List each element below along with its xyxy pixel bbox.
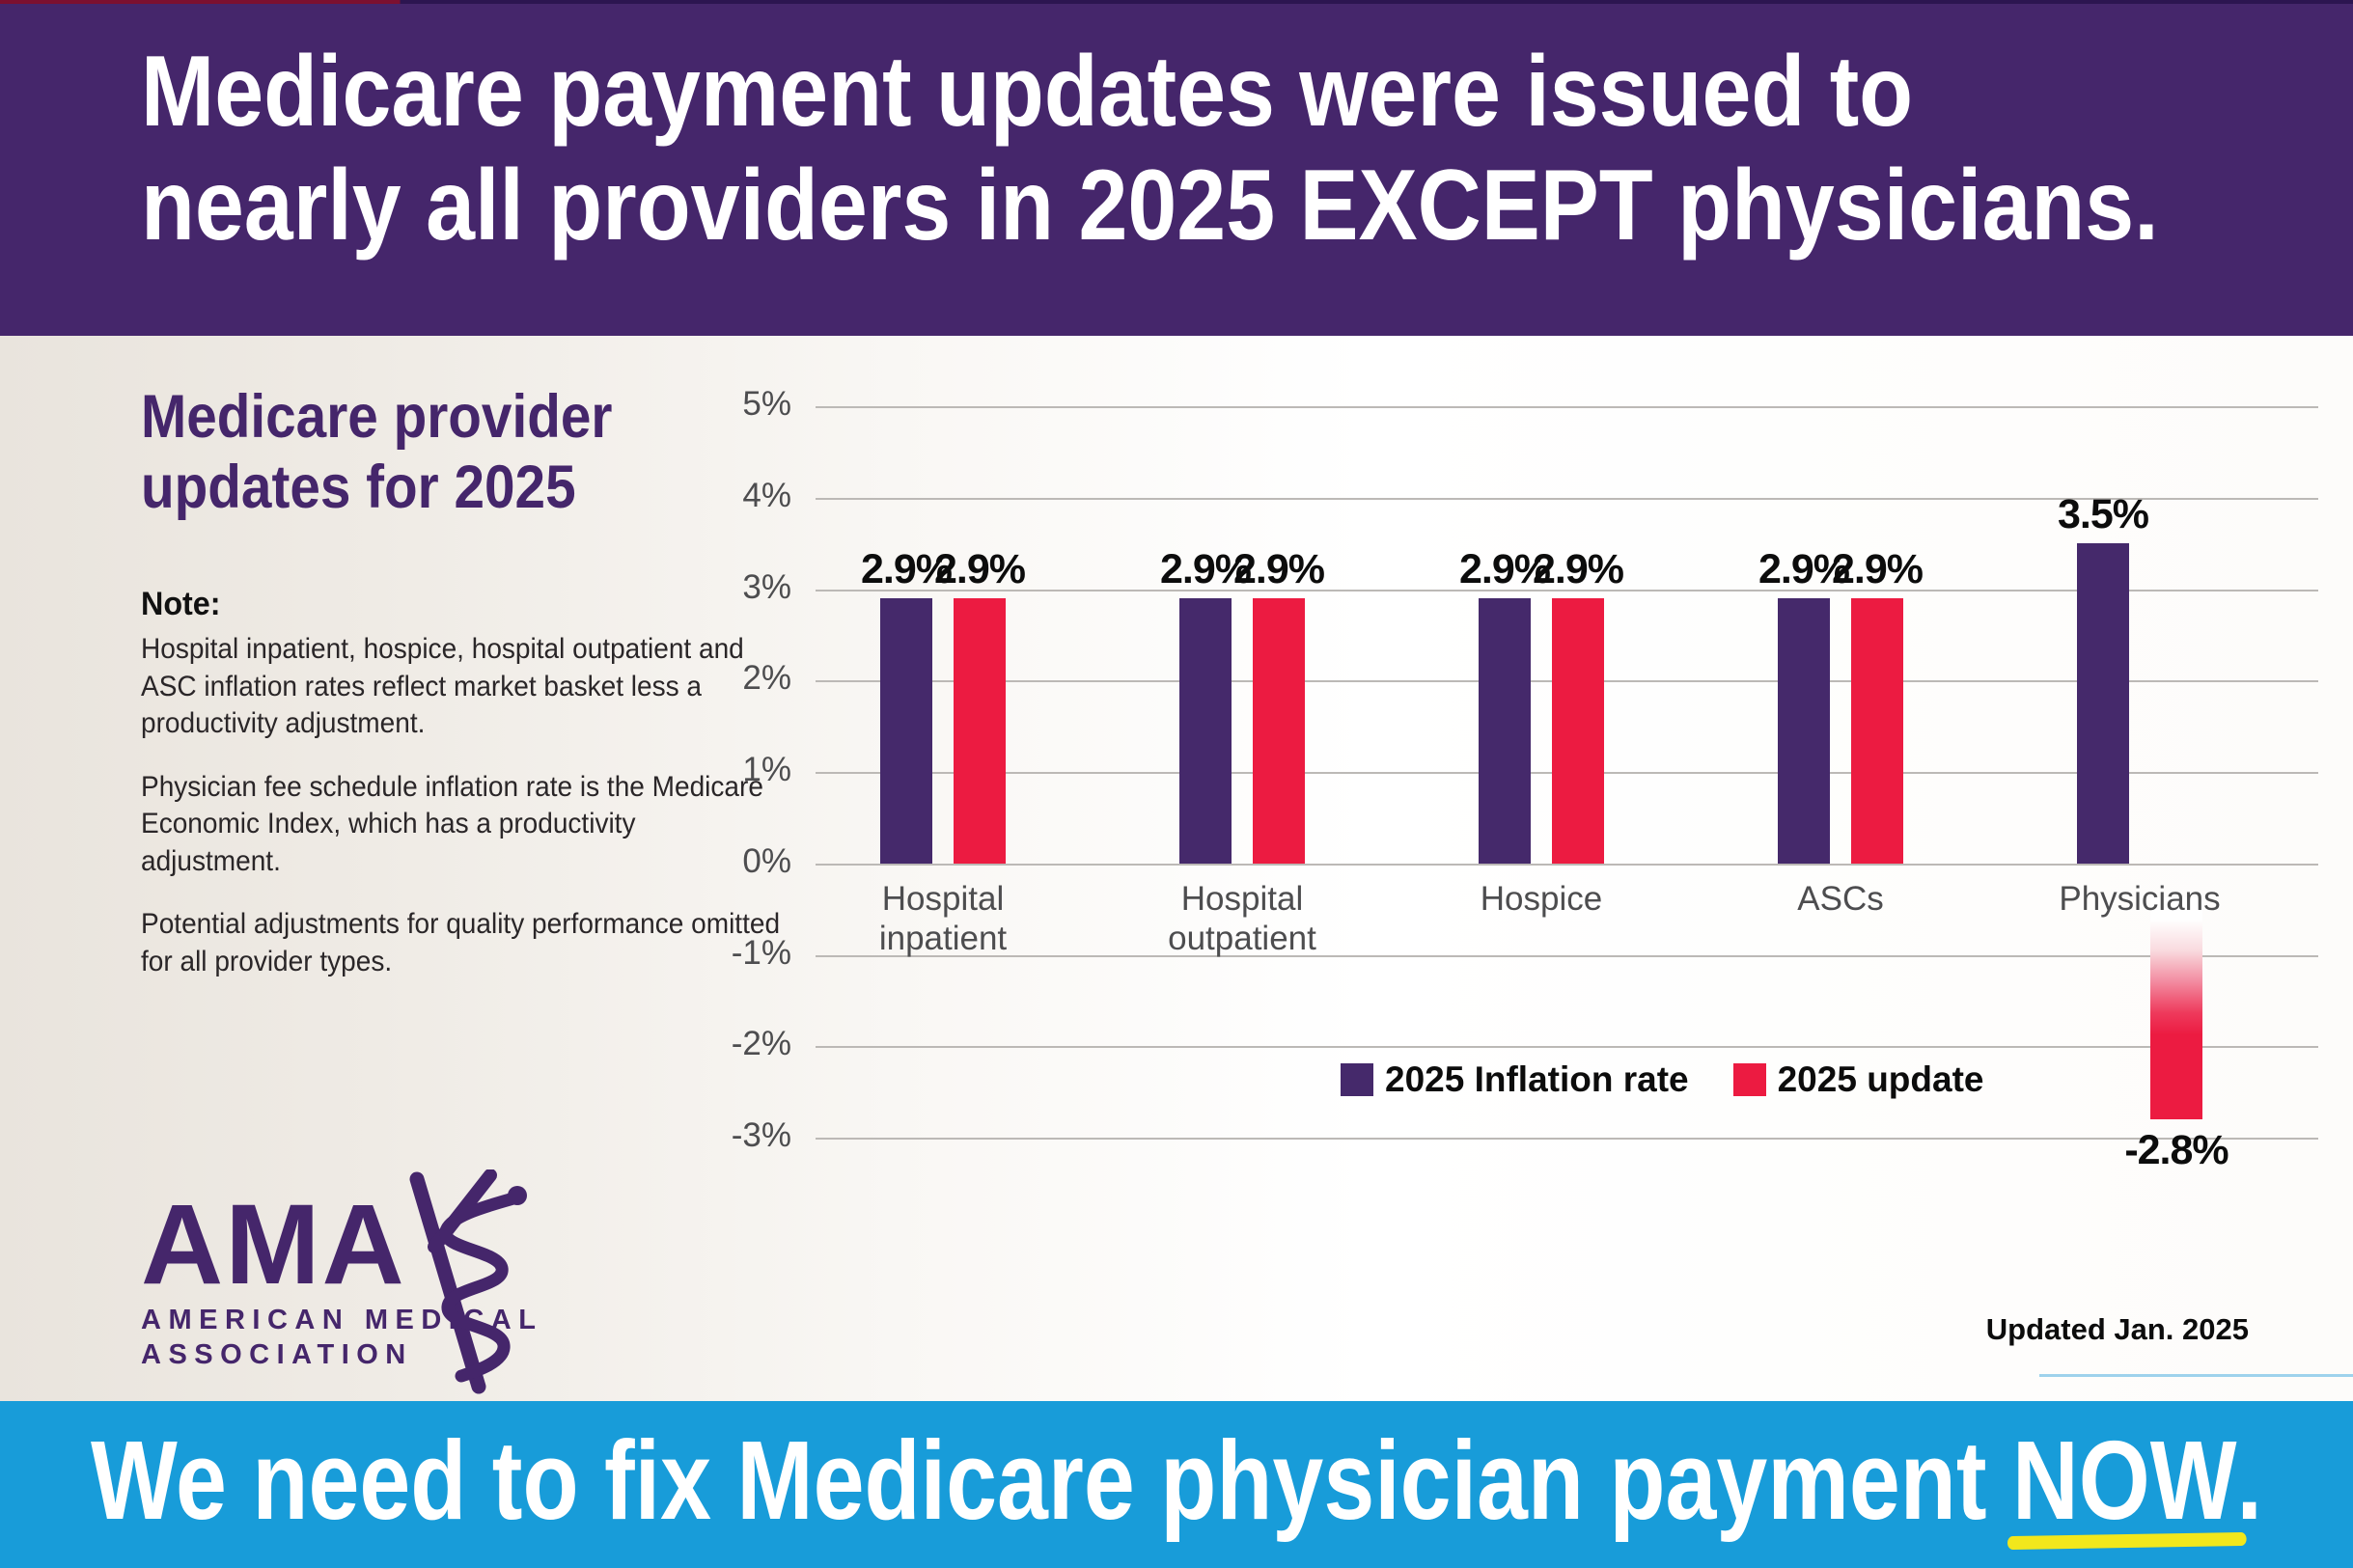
bar-inflation-rate	[2077, 543, 2129, 864]
legend-label-inflation: 2025 Inflation rate	[1385, 1059, 1689, 1099]
gridline	[816, 406, 2318, 408]
bar-chart: Hospital inpatient 2.9% 2.9% Hospital outpa…	[731, 385, 2318, 1173]
top-accent-strip	[0, 0, 2353, 4]
gridline	[816, 954, 2318, 957]
x-axis-category-label: Physicians	[2059, 879, 2221, 918]
chart-title-line1: Medicare provider	[141, 383, 613, 451]
y-axis-label: 3%	[742, 567, 791, 606]
bar-value-label: 2.9%	[933, 545, 1026, 592]
bar-value-label: 2.9%	[1458, 545, 1551, 592]
header-banner: Medicare payment updates were issued to …	[0, 0, 2353, 336]
footer-text-suffix: .	[2236, 1417, 2262, 1543]
bar-value-label: -2.8%	[2124, 1127, 2228, 1174]
ama-logo-line2: ASSOCIATION	[141, 1339, 413, 1370]
bar-value-label: 2.9%	[1232, 545, 1325, 592]
y-axis-label: 5%	[742, 385, 791, 423]
y-axis-label: -3%	[731, 1116, 791, 1154]
chart-legend: 2025 Inflation rate 2025 update	[1341, 1059, 1983, 1100]
chart-title: Medicare provider updates for 2025	[141, 382, 612, 523]
gridline	[816, 863, 2318, 866]
bar-value-label: 3.5%	[2057, 491, 2149, 538]
bar-value-label: 2.9%	[1758, 545, 1850, 592]
legend-item-update: 2025 update	[1732, 1059, 1984, 1100]
bar-update	[1253, 597, 1305, 864]
bar-update	[954, 597, 1006, 864]
bar-value-label: 2.9%	[1831, 545, 1924, 592]
note-paragraph: Hospital inpatient, hospice, hospital ou…	[141, 633, 744, 739]
note-paragraph: Potential adjustments for quality perfor…	[141, 908, 781, 977]
chart-title-line2: updates for 2025	[141, 454, 576, 521]
headline-line1: Medicare payment updates were issued to	[141, 36, 1914, 148]
y-axis-label: -1%	[731, 933, 791, 972]
y-axis-label: 2%	[742, 659, 791, 698]
bar-update	[1851, 597, 1903, 864]
legend-swatch-inflation-icon	[1341, 1063, 1373, 1096]
now-underline-highlight	[2007, 1531, 2247, 1551]
legend-label-update: 2025 update	[1777, 1059, 1984, 1099]
note-block: Note: Hospital inpatient, hospice, hospi…	[141, 583, 783, 1006]
x-axis-category-label: Hospice	[1480, 879, 1603, 918]
gridline	[816, 589, 2318, 591]
bar-inflation-rate	[880, 597, 932, 864]
updated-rule	[2039, 1374, 2353, 1377]
bar-update	[1552, 597, 1604, 864]
y-axis-label: 0%	[742, 841, 791, 880]
y-axis-label: -2%	[731, 1025, 791, 1063]
headline-line2: nearly all providers in 2025 EXCEPT phys…	[141, 150, 2159, 261]
updated-date: Updated Jan. 2025	[1985, 1312, 2249, 1346]
bar-value-label: 2.9%	[860, 545, 953, 592]
x-axis-category-label: Hospital inpatient	[878, 879, 1008, 957]
gridline	[816, 497, 2318, 500]
legend-item-inflation-rate: 2025 Inflation rate	[1341, 1059, 1689, 1100]
footer-text-prefix: We need to fix Medicare physician paymen…	[91, 1417, 2013, 1543]
x-axis-category-label: Hospital outpatient	[1168, 879, 1316, 957]
footer-banner: We need to fix Medicare physician paymen…	[0, 1401, 2353, 1568]
caduceus-icon	[409, 1169, 527, 1394]
bar-value-label: 2.9%	[1159, 545, 1252, 592]
note-paragraph: Physician fee schedule inflation rate is…	[141, 770, 763, 877]
bar-update	[2150, 896, 2202, 1120]
bar-inflation-rate	[1179, 597, 1232, 864]
y-axis-label: 1%	[742, 751, 791, 788]
footer-text-highlight: NOW	[2012, 1417, 2237, 1543]
bar-inflation-rate	[1778, 597, 1830, 864]
gridline	[816, 1046, 2318, 1049]
bar-inflation-rate	[1479, 597, 1531, 864]
ama-logo: AMA AMERICAN MEDICAL ASSOCIATION	[141, 1169, 604, 1394]
bar-value-label: 2.9%	[1532, 545, 1624, 592]
x-axis-category-label: ASCs	[1797, 879, 1884, 918]
headline: Medicare payment updates were issued to …	[141, 35, 2159, 262]
ama-logo-acronym: AMA	[141, 1181, 406, 1308]
footer-message: We need to fix Medicare physician paymen…	[91, 1422, 2262, 1551]
gridline	[816, 1138, 2318, 1140]
plot-area: Hospital inpatient 2.9% 2.9% Hospital outpa…	[816, 406, 2318, 1173]
legend-swatch-update-icon	[1732, 1063, 1766, 1096]
note-label: Note:	[141, 586, 221, 622]
y-axis-label: 4%	[742, 476, 791, 514]
